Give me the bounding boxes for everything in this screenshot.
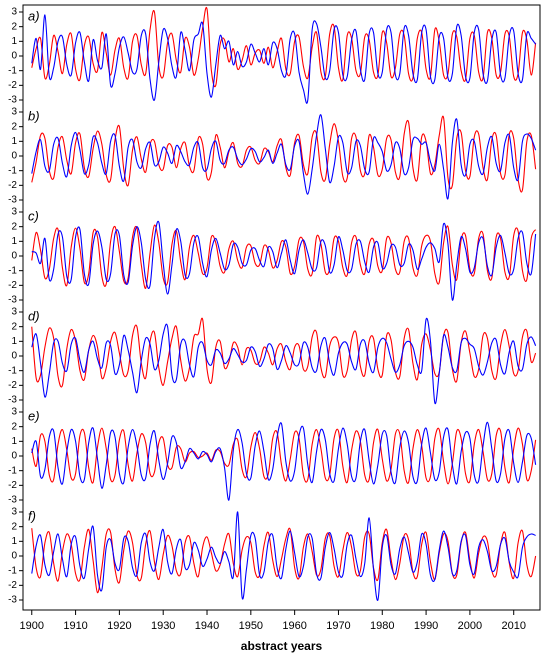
y-tick-label: -2: [8, 80, 17, 91]
x-tick-label: 1930: [151, 620, 175, 632]
data-line: [31, 224, 537, 289]
y-tick-label: -1: [8, 565, 17, 576]
x-tick-label: 2010: [501, 620, 525, 632]
y-tick-label: 1: [11, 336, 17, 347]
x-tick-label: 1980: [370, 620, 394, 632]
y-tick-label: 2: [11, 221, 17, 232]
y-tick-label: 0: [11, 51, 17, 62]
y-tick-label: 2: [11, 521, 17, 532]
y-tick-label: -3: [8, 195, 17, 206]
y-tick-label: -2: [8, 280, 17, 291]
y-tick-label: 0: [11, 351, 17, 362]
y-tick-label: 2: [11, 121, 17, 132]
y-tick-label: -3: [8, 295, 17, 306]
y-tick-label: -1: [8, 265, 17, 276]
data-line: [31, 511, 536, 601]
panel-label: c): [28, 208, 39, 223]
y-tick-label: -1: [8, 165, 17, 176]
y-tick-label: 2: [11, 321, 17, 332]
data-line: [31, 6, 537, 88]
y-tick-label: -2: [8, 480, 17, 491]
data-line: [31, 114, 537, 200]
y-tick-label: 3: [11, 507, 17, 518]
panel-label: f): [28, 508, 36, 523]
y-tick-label: 0: [11, 551, 17, 562]
data-line: [31, 317, 537, 405]
data-line: [31, 14, 537, 104]
x-tick-label: 1970: [326, 620, 350, 632]
panel-label: a): [28, 8, 40, 23]
y-tick-label: 0: [11, 451, 17, 462]
y-tick-label: -2: [8, 580, 17, 591]
x-tick-label: 1920: [107, 620, 131, 632]
y-tick-label: 2: [11, 21, 17, 32]
y-tick-label: 2: [11, 421, 17, 432]
x-tick-label: 1950: [239, 620, 263, 632]
x-tick-label: 1990: [414, 620, 438, 632]
panel-label: d): [28, 308, 40, 323]
y-tick-label: -1: [8, 65, 17, 76]
x-tick-label: 1940: [195, 620, 219, 632]
y-tick-label: -1: [8, 365, 17, 376]
x-tick-label: 1910: [63, 620, 87, 632]
x-tick-label: 1900: [20, 620, 44, 632]
y-tick-label: 3: [11, 307, 17, 318]
data-line: [31, 220, 537, 301]
y-tick-label: 1: [11, 36, 17, 47]
y-tick-label: 3: [11, 407, 17, 418]
data-line: [31, 527, 537, 594]
panel-label: b): [28, 108, 40, 123]
y-tick-label: 0: [11, 151, 17, 162]
panel-label: e): [28, 408, 40, 423]
y-tick-label: 1: [11, 236, 17, 247]
y-tick-label: -3: [8, 95, 17, 106]
x-tick-label: 1960: [282, 620, 306, 632]
y-tick-label: -3: [8, 395, 17, 406]
y-tick-label: 1: [11, 536, 17, 547]
x-axis-label: abstract years: [241, 639, 323, 653]
y-tick-label: 1: [11, 136, 17, 147]
y-tick-label: 3: [11, 7, 17, 18]
data-line: [31, 421, 537, 501]
y-tick-label: -3: [8, 495, 17, 506]
y-tick-label: 3: [11, 207, 17, 218]
y-tick-label: -1: [8, 465, 17, 476]
plot-frame: [22, 4, 541, 611]
y-tick-label: 0: [11, 251, 17, 262]
y-tick-label: 1: [11, 436, 17, 447]
y-tick-label: -2: [8, 180, 17, 191]
y-tick-label: 3: [11, 107, 17, 118]
y-tick-label: -2: [8, 380, 17, 391]
x-tick-label: 2000: [458, 620, 482, 632]
y-tick-label: -3: [8, 595, 17, 606]
